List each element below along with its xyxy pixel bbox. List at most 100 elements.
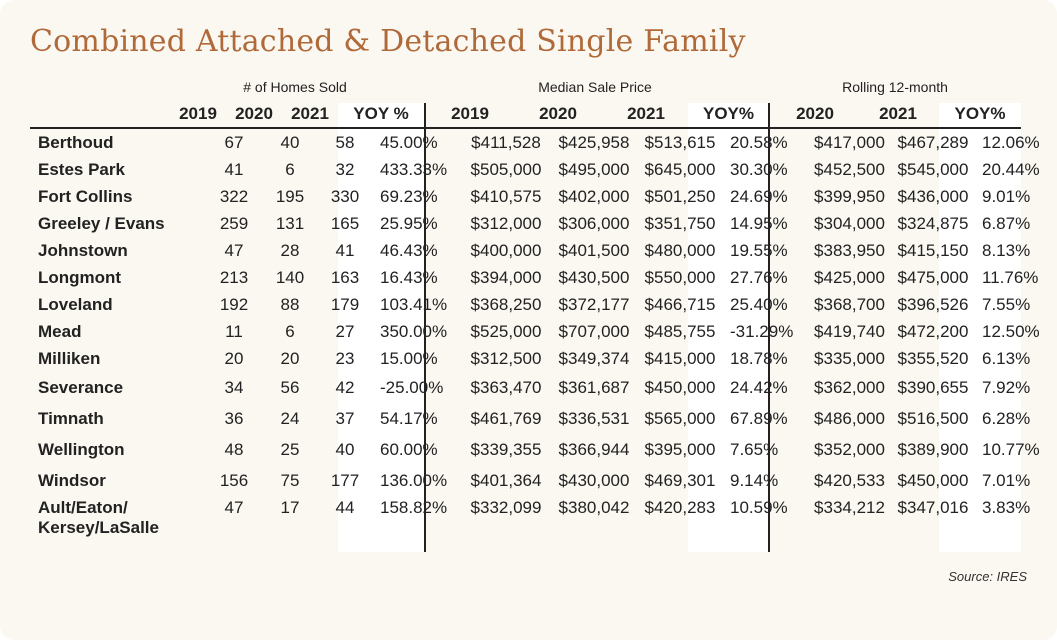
- homes-sold-value: 32: [335, 159, 355, 179]
- header-mp-2021: 2021: [627, 104, 665, 123]
- rolling-yoy: 6.28%: [982, 408, 1031, 428]
- homes-sold-value: 41: [335, 240, 355, 260]
- header-hs-2019: 2019: [179, 104, 217, 123]
- median-price-value: $645,000: [644, 159, 716, 179]
- median-price-yoy: 10.59%: [730, 498, 788, 517]
- median-price-value: $401,500: [558, 240, 630, 260]
- group-homes-sold: # of Homes Sold: [243, 79, 347, 95]
- median-price-value: $461,769: [470, 408, 542, 428]
- median-price-value: $400,000: [470, 240, 542, 260]
- homes-sold-value: 58: [335, 132, 355, 152]
- homes-sold-value: 195: [275, 186, 305, 206]
- table-row: Timnath 36 24 37 54.17% $461,769 $336,531 $565,…: [0, 403, 1056, 434]
- homes-sold-value: 25: [280, 439, 300, 459]
- rolling-yoy: 3.83%: [982, 498, 1031, 517]
- homes-sold-value: 322: [219, 186, 249, 206]
- rolling-value: $420,533: [814, 470, 885, 490]
- median-price-yoy: 67.89%: [730, 408, 788, 428]
- median-price-value: $430,500: [558, 267, 630, 287]
- rolling-value: $425,000: [814, 267, 885, 287]
- rolling-value: $472,200: [897, 321, 969, 341]
- rolling-value: $368,700: [814, 294, 885, 314]
- column-divider-1: [424, 103, 426, 552]
- header-hs-yoy: YOY %: [353, 104, 409, 123]
- homes-sold-value: 47: [224, 498, 244, 517]
- homes-sold-value: 40: [335, 439, 355, 459]
- homes-sold-value: 75: [280, 470, 300, 490]
- homes-sold-value: 6: [285, 321, 295, 341]
- city-name: Timnath: [38, 408, 104, 428]
- homes-sold-value: 67: [224, 132, 244, 152]
- rolling-yoy: 6.87%: [982, 213, 1031, 233]
- median-price-value: $430,000: [558, 470, 630, 490]
- rolling-value: $419,740: [814, 321, 885, 341]
- rolling-value: $362,000: [814, 377, 885, 397]
- rolling-yoy: 12.06%: [982, 132, 1040, 152]
- median-price-value: $513,615: [644, 132, 716, 152]
- median-price-value: $495,000: [558, 159, 630, 179]
- homes-sold-value: 165: [330, 213, 360, 233]
- homes-sold-yoy: 45.00%: [380, 132, 438, 152]
- median-price-value: $312,500: [470, 348, 542, 368]
- median-price-value: $349,374: [558, 348, 630, 368]
- median-price-yoy: 7.65%: [730, 439, 779, 459]
- median-price-yoy: 27.76%: [730, 267, 788, 287]
- median-price-value: $425,958: [558, 132, 630, 152]
- homes-sold-yoy: 158.82%: [380, 498, 448, 517]
- median-price-value: $550,000: [644, 267, 716, 287]
- rolling-yoy: 7.55%: [982, 294, 1031, 314]
- median-price-value: $366,944: [558, 439, 630, 459]
- median-price-value: $351,750: [644, 213, 716, 233]
- median-price-yoy: 19.55%: [730, 240, 788, 260]
- homes-sold-yoy: 16.43%: [380, 267, 438, 287]
- table-row: Mead 11 6 27 350.00% $525,000 $707,000 $485,755…: [0, 318, 1056, 345]
- rolling-yoy: 20.44%: [982, 159, 1040, 179]
- homes-sold-value: 48: [224, 439, 244, 459]
- rolling-value: $334,212: [814, 498, 885, 517]
- median-price-value: $485,755: [644, 321, 716, 341]
- homes-sold-value: 88: [280, 294, 300, 314]
- rolling-value: $436,000: [897, 186, 969, 206]
- homes-sold-yoy: 433.33%: [380, 159, 448, 179]
- city-name: Mead: [38, 321, 82, 341]
- rolling-value: $324,875: [897, 213, 969, 233]
- rolling-yoy: 7.01%: [982, 470, 1031, 490]
- header-hs-2021: 2021: [291, 104, 329, 123]
- city-name: Milliken: [38, 348, 101, 368]
- median-price-value: $501,250: [644, 186, 716, 206]
- table-row: Milliken 20 20 23 15.00% $312,500 $349,374 $415…: [0, 345, 1056, 372]
- header-r-2020: 2020: [796, 104, 834, 123]
- median-price-value: $466,715: [644, 294, 716, 314]
- page-title: Combined Attached & Detached Single Fami…: [30, 24, 746, 59]
- homes-sold-yoy: 15.00%: [380, 348, 438, 368]
- city-name-line-2: Kersey/LaSalle: [38, 518, 159, 537]
- median-price-value: $336,531: [558, 408, 630, 428]
- yoy-highlight-rolling: [939, 103, 1021, 552]
- rolling-value: $415,150: [897, 240, 969, 260]
- rolling-value: $352,000: [814, 439, 885, 459]
- homes-sold-value: 177: [330, 470, 360, 490]
- city-name: Estes Park: [38, 159, 125, 179]
- header-divider: [30, 127, 1021, 129]
- rolling-yoy: 6.13%: [982, 348, 1031, 368]
- rolling-value: $396,526: [897, 294, 969, 314]
- homes-sold-value: 44: [335, 498, 355, 517]
- rolling-yoy: 10.77%: [982, 439, 1040, 459]
- header-r-2021: 2021: [879, 104, 917, 123]
- city-name: Berthoud: [38, 132, 114, 152]
- table-row: Severance 34 56 42 -25.00% $363,470 $361,687 $4…: [0, 372, 1056, 403]
- rolling-yoy: 9.01%: [982, 186, 1031, 206]
- homes-sold-value: 42: [335, 377, 355, 397]
- rolling-value: $304,000: [814, 213, 885, 233]
- median-price-value: $363,470: [470, 377, 542, 397]
- data-table: Berthoud 67 40 58 45.00% $411,528 $425,958 $513…: [0, 129, 1056, 542]
- rolling-value: $347,016: [897, 498, 969, 517]
- homes-sold-yoy: 350.00%: [380, 321, 448, 341]
- rolling-value: $383,950: [814, 240, 885, 260]
- rolling-value: $452,500: [814, 159, 885, 179]
- homes-sold-yoy: 136.00%: [380, 470, 448, 490]
- median-price-yoy: 24.42%: [730, 377, 788, 397]
- median-price-value: $411,528: [471, 132, 541, 152]
- table-row: Wellington 48 25 40 60.00% $339,355 $366,944 $3…: [0, 434, 1056, 465]
- homes-sold-value: 330: [330, 186, 360, 206]
